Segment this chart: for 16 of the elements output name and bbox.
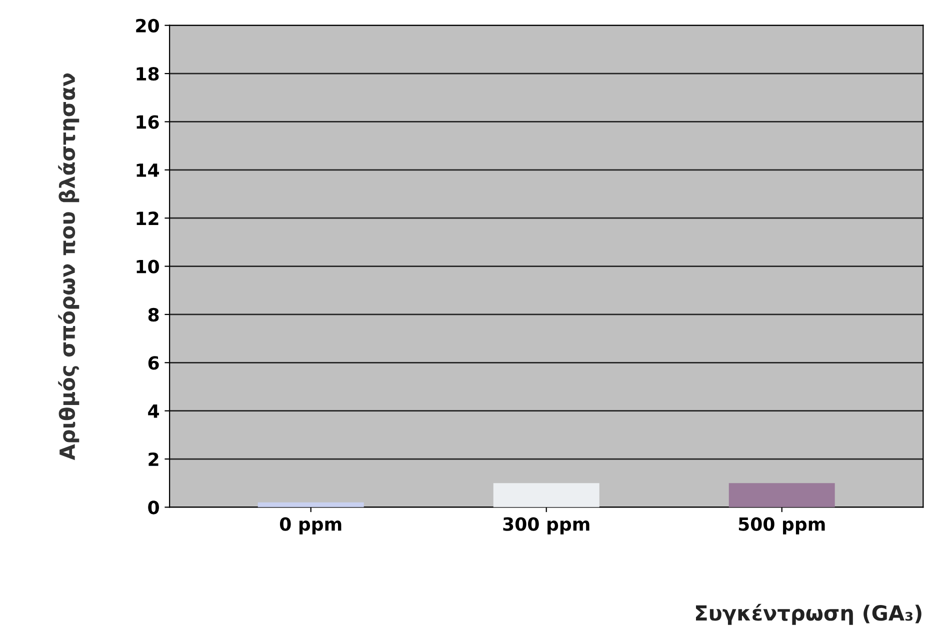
y-tick-label: 4 (148, 404, 160, 418)
x-tick-label: 300 ppm (503, 517, 590, 534)
y-tick-label: 20 (136, 18, 159, 32)
y-tick-label: 12 (136, 212, 158, 225)
y-axis-title: Αριθμός σπόρων που βλάστησαν (58, 73, 80, 460)
y-tick-label: 0 (148, 500, 159, 514)
y-tick-label: 6 (148, 356, 159, 370)
x-tick-label: 0 ppm (280, 517, 342, 534)
x-axis-title: Συγκέντρωση (GA₃) (696, 604, 922, 625)
y-tick-label: 2 (148, 452, 158, 466)
y-tick-label: 16 (136, 115, 159, 129)
y-tick-label: 8 (148, 308, 159, 322)
y-tick-label: 18 (136, 67, 159, 81)
x-tick-label: 500 ppm (738, 517, 825, 534)
y-tick-label: 14 (136, 164, 160, 177)
y-tick-label: 10 (136, 260, 159, 274)
